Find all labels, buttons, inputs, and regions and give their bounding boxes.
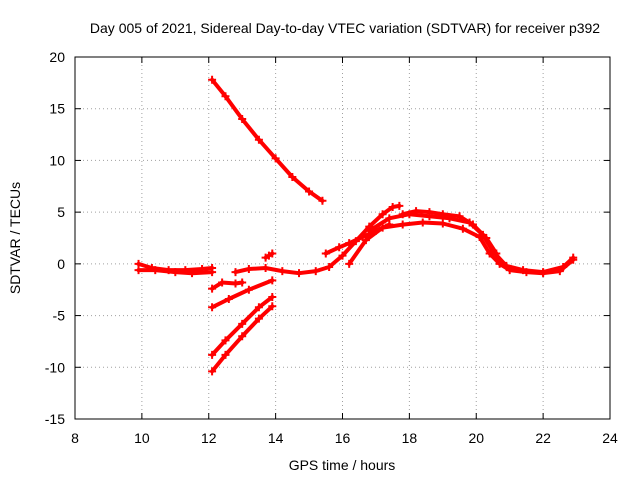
data-point (502, 261, 511, 270)
data-point (395, 201, 404, 210)
x-tick-label: 10 (134, 430, 150, 446)
data-point (254, 135, 263, 144)
y-tick-label: -10 (45, 359, 65, 375)
data-point (569, 253, 578, 262)
data-point (335, 243, 344, 252)
data-point (458, 224, 467, 233)
y-tick-label: 10 (49, 152, 65, 168)
data-point (218, 278, 227, 287)
data-point (244, 265, 253, 274)
data-point (388, 202, 397, 211)
data-point (278, 267, 287, 276)
x-tick-label: 16 (335, 430, 351, 446)
data-point (288, 172, 297, 181)
data-point (188, 269, 197, 278)
data-point (171, 268, 180, 277)
data-point (361, 236, 370, 245)
data-point (385, 214, 394, 223)
y-tick-label: 20 (49, 49, 65, 65)
data-point (261, 263, 270, 272)
data-point (345, 239, 354, 248)
data-point (412, 207, 421, 216)
data-point (482, 234, 491, 242)
data-point (268, 276, 277, 285)
data-point (268, 292, 277, 301)
data-point (378, 223, 387, 232)
data-point (244, 285, 253, 294)
data-point (208, 284, 217, 293)
x-tick-label: 18 (402, 430, 418, 446)
data-point (208, 350, 217, 359)
data-point (208, 303, 217, 312)
data-point (398, 220, 407, 229)
data-point (318, 196, 327, 205)
data-point (254, 303, 263, 312)
y-tick-label: -5 (53, 308, 66, 324)
x-tick-label: 14 (268, 430, 284, 446)
data-point (238, 115, 247, 124)
data-point (305, 187, 314, 196)
x-tick-label: 8 (71, 430, 79, 446)
data-point (268, 249, 277, 258)
data-point (208, 268, 217, 277)
series-line-trace-3 (210, 77, 325, 203)
data-point (268, 302, 277, 311)
data-point (151, 266, 160, 275)
data-point (134, 266, 143, 275)
x-tick-label: 20 (468, 430, 484, 446)
series-line-trace-9 (233, 203, 402, 276)
data-point (208, 367, 217, 376)
data-point (345, 259, 354, 268)
data-point (418, 218, 427, 227)
data-point (295, 269, 304, 278)
data-point (468, 220, 477, 229)
data-point (559, 262, 568, 271)
y-tick-label: 0 (57, 256, 65, 272)
chart-title: Day 005 of 2021, Sidereal Day-to-day VTE… (90, 20, 600, 36)
x-tick-label: 12 (201, 430, 217, 446)
y-tick-label: -15 (45, 411, 65, 427)
data-point (519, 266, 528, 275)
x-tick-label: 24 (602, 430, 618, 446)
data-point (238, 332, 247, 341)
data-point (438, 219, 447, 228)
data-point (325, 262, 334, 271)
data-point (455, 212, 464, 221)
data-point (231, 268, 240, 277)
data-point (238, 278, 247, 287)
grid-layer (75, 57, 610, 419)
tick-layer (74, 56, 611, 420)
data-point (221, 92, 230, 101)
data-point (321, 249, 330, 258)
x-tick-labels: 8 10 12 14 16 18 20 22 24 (71, 430, 618, 446)
data-point (539, 268, 548, 277)
data-point (231, 279, 240, 288)
data-point (311, 267, 320, 276)
x-axis-label: GPS time / hours (289, 457, 396, 473)
data-point (438, 210, 447, 219)
y-tick-labels: -15 -10 -5 0 5 10 15 20 (45, 49, 65, 427)
data-point (208, 75, 217, 84)
data-point (221, 336, 230, 345)
series-layer (134, 75, 578, 376)
data-point (221, 350, 230, 359)
data-point (254, 314, 263, 323)
data-point (224, 295, 233, 304)
data-point (378, 210, 387, 219)
data-point (425, 208, 434, 217)
data-point (365, 226, 374, 235)
y-axis-label: SDTVAR / TECUs (7, 182, 23, 294)
data-point (398, 210, 407, 219)
y-tick-label: 5 (57, 204, 65, 220)
data-point (492, 249, 501, 258)
data-point (271, 154, 280, 163)
series-line-trace-5 (210, 278, 275, 310)
data-point (338, 251, 347, 260)
x-tick-label: 22 (535, 430, 551, 446)
data-point (238, 319, 247, 328)
y-tick-label: 15 (49, 101, 65, 117)
